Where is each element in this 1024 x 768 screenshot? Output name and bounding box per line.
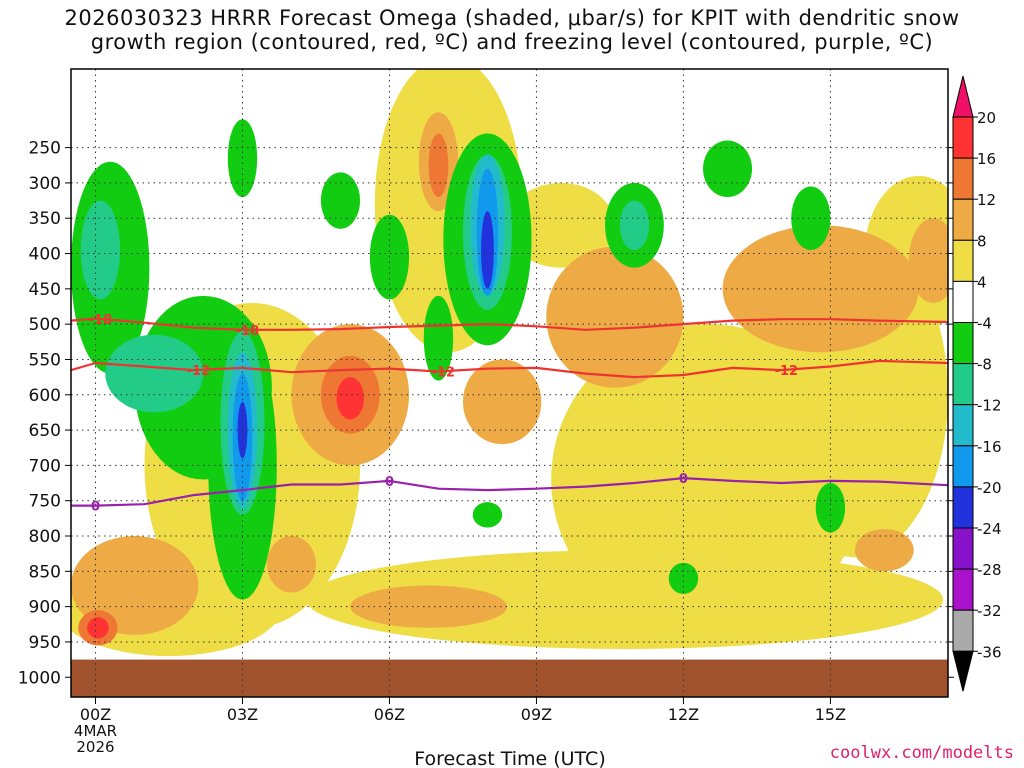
x-tick-sublabel-0: 4MAR (74, 722, 117, 740)
colorbar-label-10: -24 (977, 520, 1002, 538)
colorbar-bottom-arrow (952, 650, 974, 692)
omega-region-15 (854, 528, 914, 572)
x-tick-label-03Z: 03Z (227, 705, 258, 724)
omega-region-22 (87, 617, 109, 639)
omega-region-37 (80, 200, 120, 300)
y-tick-label-850: 850 (29, 562, 61, 582)
y-tick-label-250: 250 (29, 139, 61, 159)
contour-line--12-1 (71, 359, 948, 379)
colorbar-label-11: -28 (977, 561, 1002, 579)
colorbar-label-12: -32 (977, 602, 1002, 620)
colorbar-label-0: 20 (977, 109, 996, 127)
title-line-1: 2026030323 HRRR Forecast Omega (shaded, … (64, 6, 960, 30)
y-tick-label-950: 950 (29, 633, 61, 653)
x-axis-label: Forecast Time (UTC) (414, 748, 605, 768)
y-tick-label-350: 350 (29, 209, 61, 229)
contour-line--18-0 (71, 317, 948, 331)
surface-ground-band (71, 659, 948, 697)
y-tick-label-500: 500 (29, 315, 61, 335)
contour-label-0: -18 (89, 313, 113, 328)
y-tick-label-750: 750 (29, 492, 61, 512)
x-tick-label-15Z: 15Z (815, 705, 846, 724)
omega-region-12 (546, 246, 684, 388)
colorbar-box-13 (952, 609, 974, 652)
y-tick-label-600: 600 (29, 386, 61, 406)
contour-label-1: -18 (236, 324, 260, 339)
colorbar-label-7: -12 (977, 397, 1002, 415)
colorbar-label-6: -8 (977, 356, 992, 374)
colorbar-box-3 (952, 198, 974, 241)
omega-region-36 (668, 562, 699, 594)
grid-lines (71, 69, 948, 697)
y-tick-label-450: 450 (29, 280, 61, 300)
y-tick-label-550: 550 (29, 350, 61, 370)
omega-region-38 (105, 334, 204, 413)
colorbar-label-13: -36 (977, 643, 1002, 661)
y-tick-label-700: 700 (29, 456, 61, 476)
contour-label-7: 0 (679, 472, 688, 487)
colorbar-box-10 (952, 486, 974, 529)
colorbar-top-arrow (952, 75, 974, 118)
colorbar-label-1: 16 (977, 150, 996, 168)
omega-region-34 (815, 483, 846, 533)
omega-region-9 (71, 536, 199, 635)
y-tick-label-900: 900 (29, 598, 61, 618)
omega-region-6 (507, 182, 615, 268)
colorbar-box-6 (952, 322, 974, 365)
y-tick-label-400: 400 (29, 245, 61, 265)
contour-label-3: -12 (432, 365, 456, 380)
colorbar-label-8: -16 (977, 438, 1002, 456)
omega-region-30 (320, 172, 361, 229)
colorbar-label-2: 12 (977, 191, 996, 209)
y-tick-label-1000: 1000 (18, 668, 61, 688)
omega-region-20 (428, 133, 449, 198)
omega-region-17 (908, 218, 948, 303)
colorbar-box-12 (952, 568, 974, 611)
colorbar-box-9 (952, 445, 974, 488)
colorbar-box-11 (952, 527, 974, 570)
omega-region-13 (462, 359, 542, 445)
omega-region-41 (619, 200, 650, 250)
x-tick-label-12Z: 12Z (668, 705, 699, 724)
x-tick-label-00Z: 00Z (80, 705, 111, 724)
omega-region-35 (472, 502, 503, 528)
contour-labels: -18 -18 -12 -12 -12 0 0 0 (89, 313, 799, 515)
colorbar-box-5 (952, 280, 974, 323)
y-tick-label-800: 800 (29, 527, 61, 547)
colorbar-label-3: 8 (977, 232, 987, 250)
omega-region-28 (703, 140, 753, 198)
credit-link[interactable]: coolwx.com/modelts (829, 743, 1014, 763)
x-tick-label-09Z: 09Z (521, 705, 552, 724)
omega-region-46 (481, 211, 494, 289)
omega-region-29 (791, 186, 831, 250)
contour-label-6: 0 (385, 475, 394, 490)
contour-label-2: -12 (187, 364, 211, 379)
y-tick-label-650: 650 (29, 421, 61, 441)
x-tick-sublabel-1: 2026 (76, 738, 114, 756)
colorbar-box-4 (952, 239, 974, 282)
colorbar-box-2 (952, 157, 974, 200)
colorbar-box-8 (952, 404, 974, 447)
plot-frame (70, 68, 949, 698)
x-tick-label-06Z: 06Z (374, 705, 405, 724)
y-tick-label-300: 300 (29, 174, 61, 194)
contour-label-5: 0 (91, 500, 100, 515)
colorbar-box-7 (952, 363, 974, 406)
contour-label-4: -12 (775, 364, 799, 379)
colorbar-label-4: 4 (977, 273, 987, 291)
chart-title: 2026030323 HRRR Forecast Omega (shaded, … (0, 6, 1024, 54)
colorbar: 20 16 12 8 4 -4 -8 -12 -16 -20 -24 -28 -32 -36 (952, 75, 1002, 692)
title-line-2: growth region (contoured, red, ºC) and f… (90, 30, 934, 54)
colorbar-label-9: -20 (977, 479, 1002, 497)
y-axis: 250 300 350 400 450 500 550 600 650 700 750 800 850 9… (18, 139, 954, 688)
temperature-contours (71, 317, 948, 507)
omega-region-16 (266, 536, 316, 593)
colorbar-label-5: -4 (977, 315, 992, 333)
contour-line-0-2 (71, 477, 948, 507)
colorbar-box-1 (952, 116, 974, 159)
omega-region-21 (336, 377, 364, 420)
